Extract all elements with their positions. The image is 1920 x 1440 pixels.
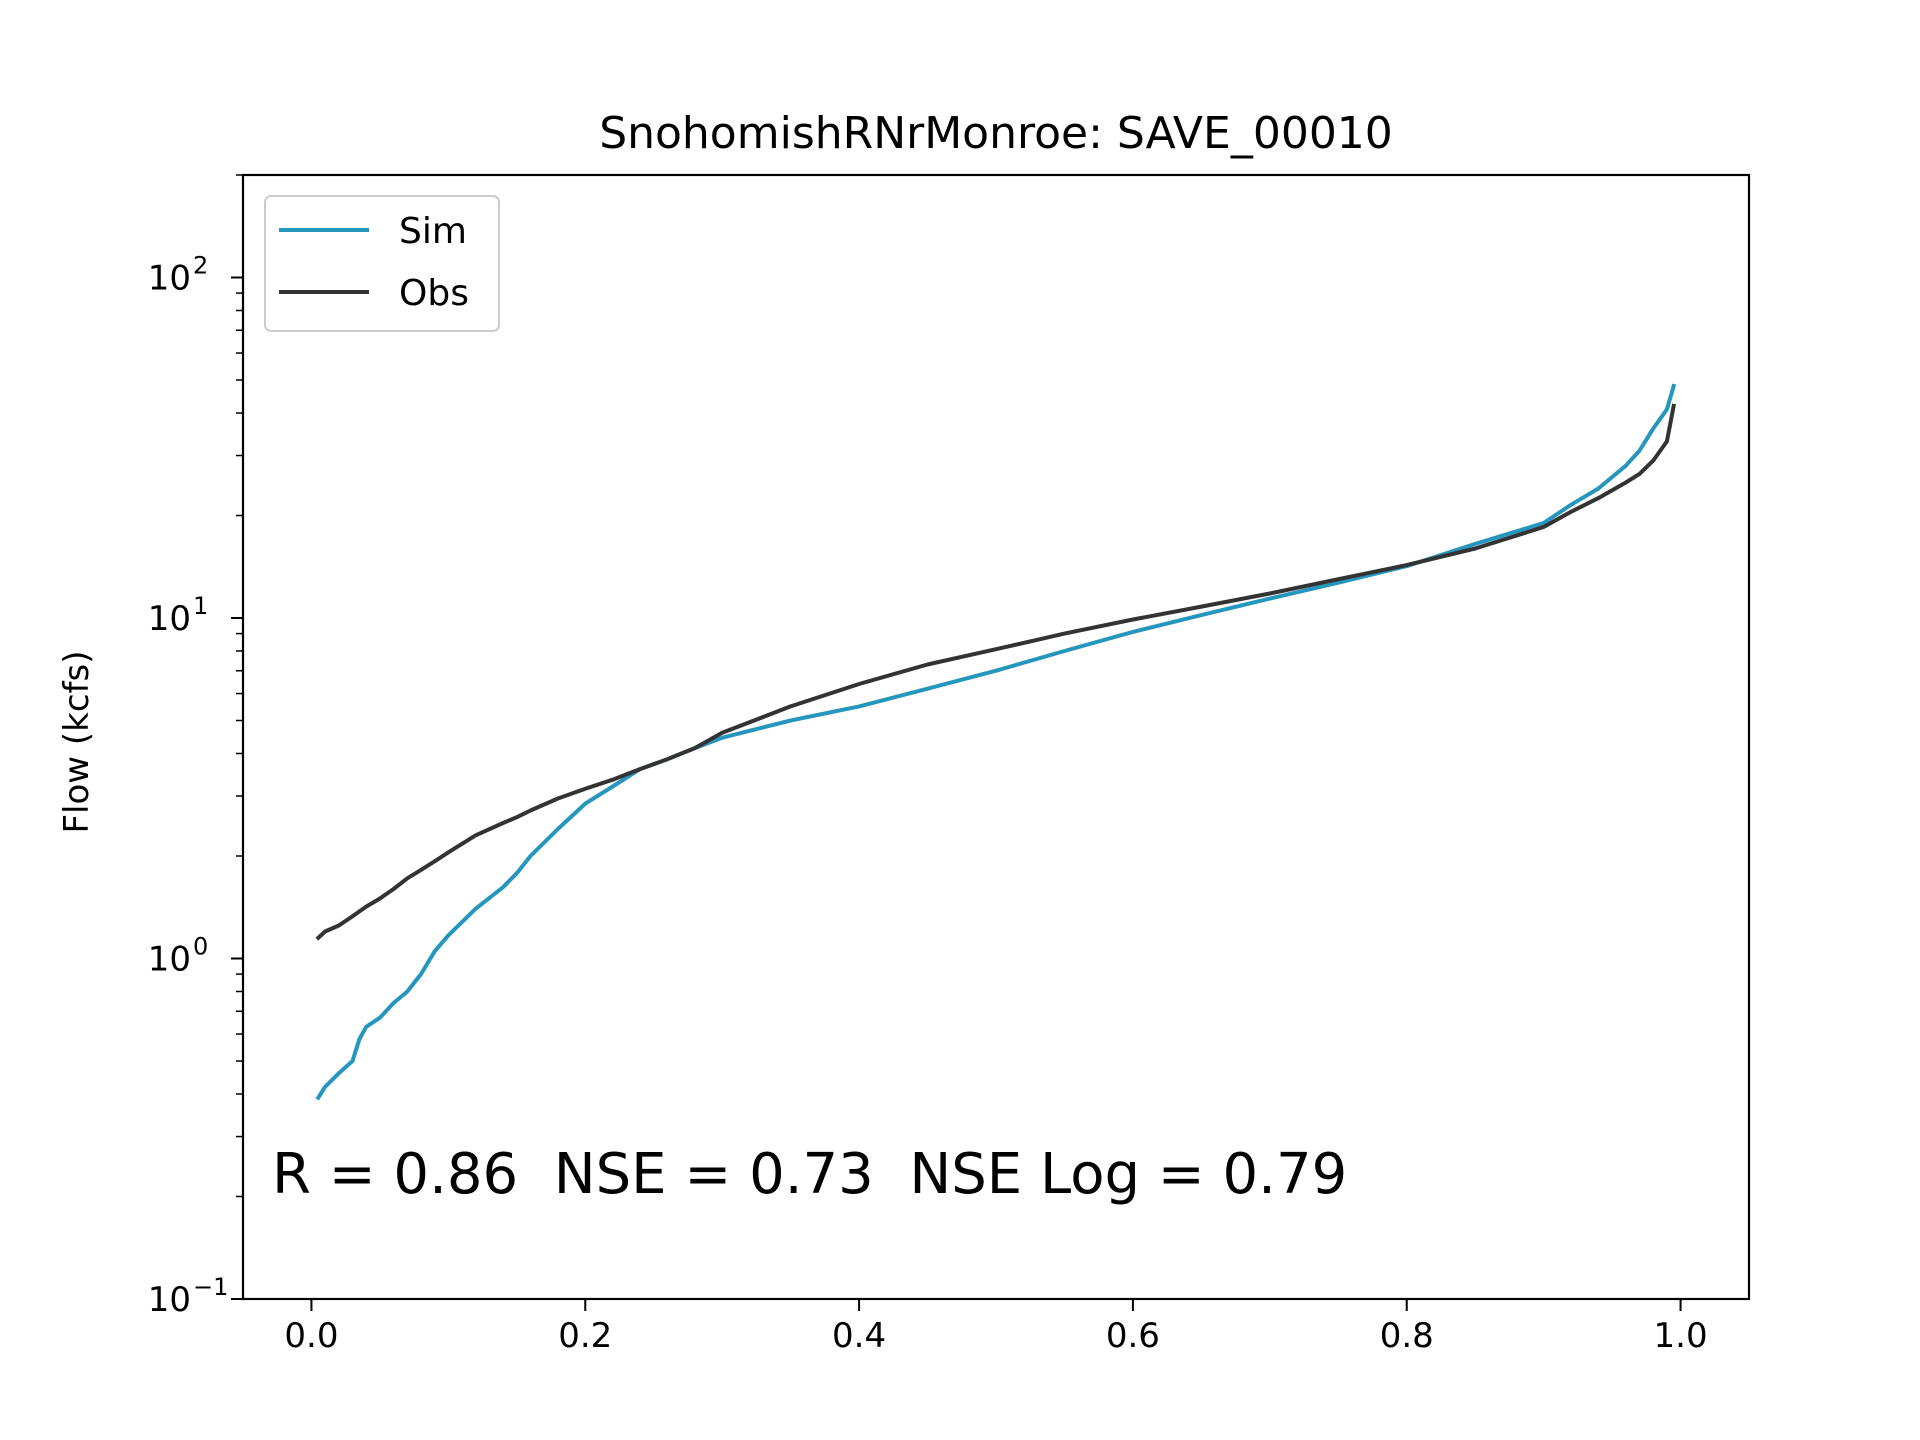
- y-axis-label: Flow (kcfs): [57, 650, 97, 833]
- plot-area: [315, 383, 1677, 1101]
- y-tick-base: 10: [148, 599, 191, 639]
- y-tick-label: 10 2: [148, 252, 209, 299]
- axes-frame: [241, 173, 1751, 1301]
- y-tick-exponent: −1: [193, 1273, 228, 1301]
- y-tick-base: 10: [148, 1280, 191, 1320]
- y-tick-label: 10 −1: [148, 1273, 229, 1320]
- y-tick-base: 10: [148, 940, 191, 980]
- metrics-annotation: R = 0.86 NSE = 0.73 NSE Log = 0.79: [272, 1142, 1347, 1207]
- legend: Sim Obs: [264, 195, 500, 332]
- chart-title: SnohomishRNrMonroe: SAVE_00010: [599, 108, 1393, 159]
- x-tick-label: 0.8: [1380, 1316, 1434, 1356]
- x-tick-label: 1.0: [1654, 1316, 1708, 1356]
- y-tick-exponent: 0: [193, 933, 208, 961]
- y-tick-label: 10 0: [148, 933, 209, 980]
- legend-label-sim: Sim: [399, 211, 467, 252]
- x-tick-label: 0.2: [558, 1316, 612, 1356]
- series-line-obs: [315, 403, 1677, 941]
- x-tick-label: 0.6: [1106, 1316, 1160, 1356]
- y-tick-exponent: 1: [193, 592, 208, 620]
- legend-label-obs: Obs: [399, 273, 469, 314]
- y-tick-label: 10 1: [148, 592, 209, 639]
- x-tick-label: 0.4: [832, 1316, 886, 1356]
- y-tick-base: 10: [148, 259, 191, 299]
- y-tick-exponent: 2: [193, 252, 208, 280]
- x-tick-label: 0.0: [284, 1316, 338, 1356]
